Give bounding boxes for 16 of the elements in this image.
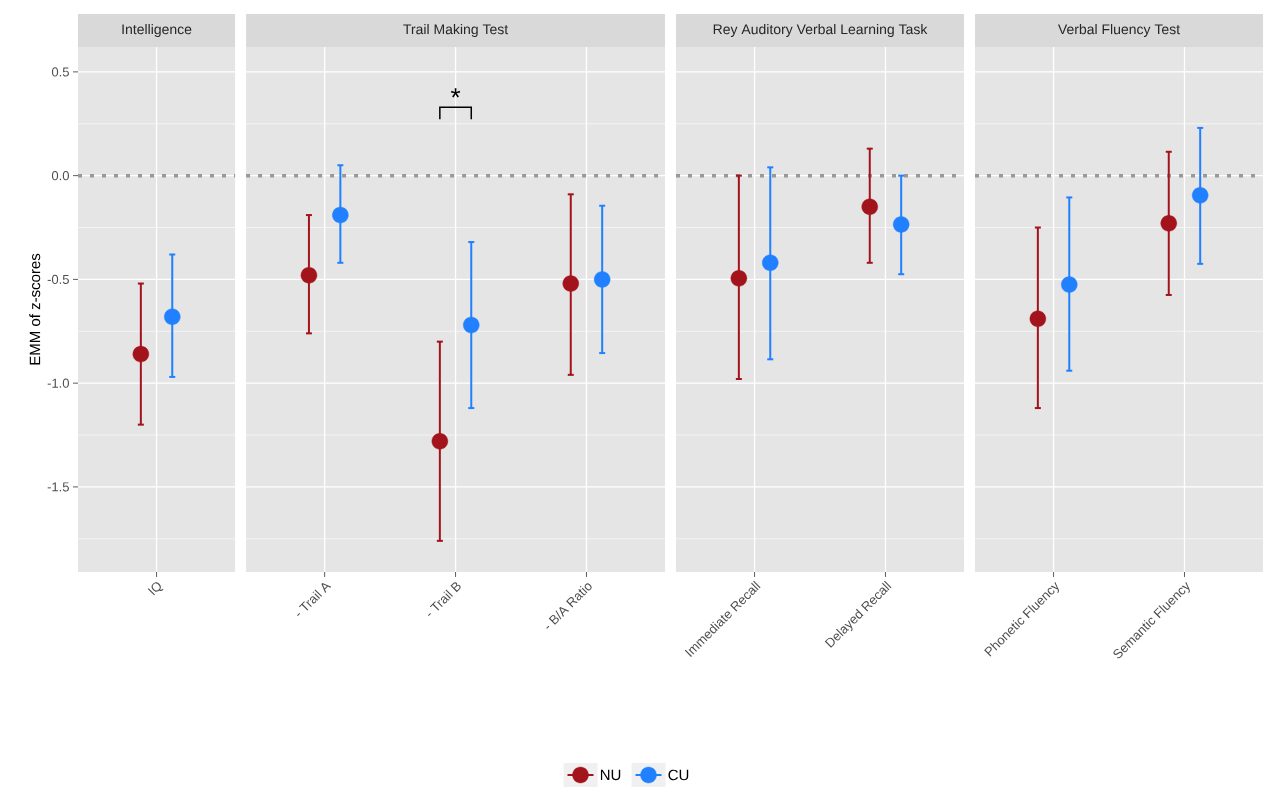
x-tick-label: IQ: [147, 582, 164, 596]
y-tick-label: 0.5: [51, 67, 69, 77]
legend-label: CU: [668, 769, 689, 781]
x-tick-label: - Trail A: [297, 583, 332, 617]
y-tick-label: -0.5: [47, 274, 69, 284]
x-tick-label: - Trail B: [427, 582, 461, 617]
y-axis-title: EMM of z-scores: [29, 253, 41, 365]
chart-title: Rey Auditory Verbal Learning Task: [713, 23, 928, 38]
y-tick-label: -1.5: [47, 482, 69, 492]
y-tick-label: 0.0: [51, 171, 69, 181]
chart-title: Verbal Fluency Test: [1057, 23, 1180, 38]
legend-label: NU: [600, 769, 621, 781]
chart-title: Intelligence: [122, 23, 192, 38]
annotation: *: [450, 88, 461, 98]
chart-title: Trail Making Test: [403, 23, 509, 38]
y-tick-label: -1.0: [47, 378, 69, 388]
